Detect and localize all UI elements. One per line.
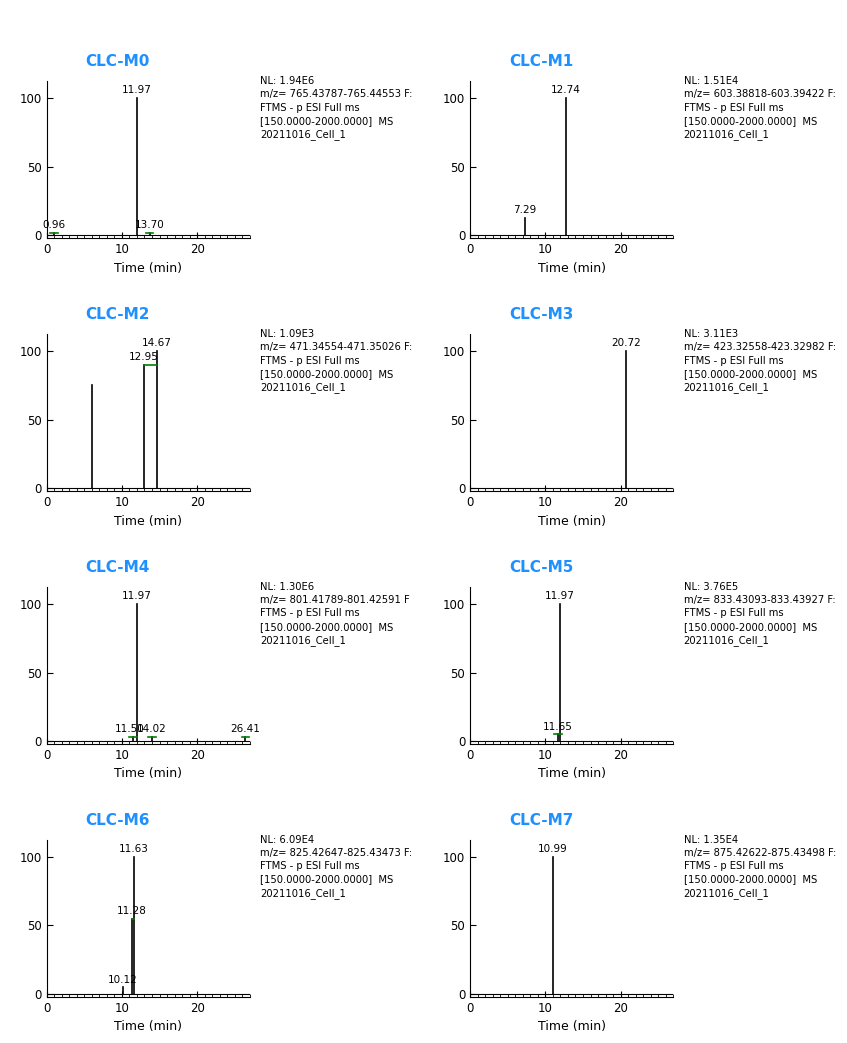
Text: 7.29: 7.29 xyxy=(513,204,537,215)
X-axis label: Time (min): Time (min) xyxy=(538,262,606,274)
Text: CLC-M6: CLC-M6 xyxy=(86,812,150,828)
Text: 14.02: 14.02 xyxy=(137,725,167,734)
Text: 10.12: 10.12 xyxy=(108,974,138,985)
X-axis label: Time (min): Time (min) xyxy=(538,514,606,528)
Text: CLC-M7: CLC-M7 xyxy=(509,812,573,828)
Text: 12.95: 12.95 xyxy=(129,351,159,362)
Text: 11.50: 11.50 xyxy=(114,725,144,734)
Text: 26.41: 26.41 xyxy=(230,725,260,734)
Text: 11.28: 11.28 xyxy=(117,905,147,916)
X-axis label: Time (min): Time (min) xyxy=(114,1020,182,1034)
Text: 11.97: 11.97 xyxy=(545,591,575,601)
Text: NL: 3.76E5
m/z= 833.43093-833.43927 F:
FTMS - p ESI Full ms
[150.0000-2000.0000]: NL: 3.76E5 m/z= 833.43093-833.43927 F: F… xyxy=(684,582,835,646)
Text: 20.72: 20.72 xyxy=(612,338,641,348)
Text: NL: 1.51E4
m/z= 603.38818-603.39422 F:
FTMS - p ESI Full ms
[150.0000-2000.0000]: NL: 1.51E4 m/z= 603.38818-603.39422 F: F… xyxy=(684,76,835,140)
Text: 11.63: 11.63 xyxy=(119,844,149,854)
Text: NL: 1.09E3
m/z= 471.34554-471.35026 F:
FTMS - p ESI Full ms
[150.0000-2000.0000]: NL: 1.09E3 m/z= 471.34554-471.35026 F: F… xyxy=(260,330,412,393)
Text: NL: 1.35E4
m/z= 875.42622-875.43498 F:
FTMS - p ESI Full ms
[150.0000-2000.0000]: NL: 1.35E4 m/z= 875.42622-875.43498 F: F… xyxy=(684,835,836,899)
X-axis label: Time (min): Time (min) xyxy=(114,768,182,780)
X-axis label: Time (min): Time (min) xyxy=(114,262,182,274)
Text: NL: 3.11E3
m/z= 423.32558-423.32982 F:
FTMS - p ESI Full ms
[150.0000-2000.0000]: NL: 3.11E3 m/z= 423.32558-423.32982 F: F… xyxy=(684,330,836,393)
X-axis label: Time (min): Time (min) xyxy=(538,1020,606,1034)
X-axis label: Time (min): Time (min) xyxy=(538,768,606,780)
Text: CLC-M2: CLC-M2 xyxy=(86,307,150,322)
Text: CLC-M3: CLC-M3 xyxy=(509,307,573,322)
Text: NL: 1.30E6
m/z= 801.41789-801.42591 F
FTMS - p ESI Full ms
[150.0000-2000.0000] : NL: 1.30E6 m/z= 801.41789-801.42591 F FT… xyxy=(260,582,410,646)
Text: CLC-M4: CLC-M4 xyxy=(86,560,150,575)
Text: 11.97: 11.97 xyxy=(122,86,152,95)
Text: 14.67: 14.67 xyxy=(142,338,172,348)
Text: 10.99: 10.99 xyxy=(538,844,567,854)
Text: 0.96: 0.96 xyxy=(42,220,65,229)
Text: CLC-M5: CLC-M5 xyxy=(509,560,573,575)
X-axis label: Time (min): Time (min) xyxy=(114,514,182,528)
Text: CLC-M0: CLC-M0 xyxy=(86,54,150,69)
Text: CLC-M1: CLC-M1 xyxy=(509,54,573,69)
Text: 11.65: 11.65 xyxy=(543,722,573,732)
Text: 13.70: 13.70 xyxy=(135,220,164,229)
Text: NL: 1.94E6
m/z= 765.43787-765.44553 F:
FTMS - p ESI Full ms
[150.0000-2000.0000]: NL: 1.94E6 m/z= 765.43787-765.44553 F: F… xyxy=(260,76,412,140)
Text: NL: 6.09E4
m/z= 825.42647-825.43473 F:
FTMS - p ESI Full ms
[150.0000-2000.0000]: NL: 6.09E4 m/z= 825.42647-825.43473 F: F… xyxy=(260,835,412,899)
Text: 12.74: 12.74 xyxy=(551,86,581,95)
Text: 11.97: 11.97 xyxy=(122,591,152,601)
